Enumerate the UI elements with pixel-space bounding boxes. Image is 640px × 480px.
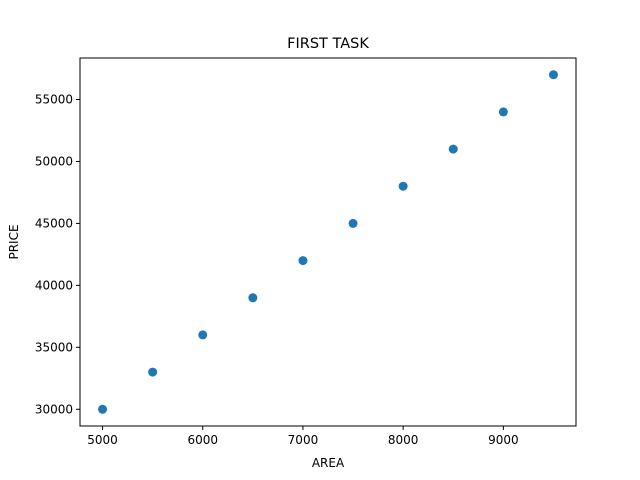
- x-tick-label: 8000: [388, 433, 419, 447]
- plot-frame: [79, 57, 577, 427]
- data-point: [248, 293, 258, 303]
- x-axis-label: AREA: [312, 456, 345, 470]
- data-points: [98, 70, 558, 414]
- y-tick-label: 40000: [35, 278, 73, 292]
- x-tick-label: 7000: [288, 433, 319, 447]
- y-tick-label: 45000: [35, 216, 73, 230]
- data-point: [148, 367, 158, 377]
- y-tick-label: 50000: [35, 154, 73, 168]
- x-axis-ticks: 5000 6000 7000 8000 9000: [87, 426, 519, 447]
- data-point: [448, 144, 458, 154]
- y-axis-label: PRICE: [7, 224, 21, 259]
- y-tick-label: 35000: [35, 340, 73, 354]
- y-axis-ticks: 30000 35000 40000 45000 50000 55000: [35, 93, 80, 416]
- y-tick-label: 30000: [35, 402, 73, 416]
- y-tick-label: 55000: [35, 93, 73, 107]
- data-point: [548, 70, 558, 80]
- data-point: [298, 256, 308, 266]
- x-tick-label: 5000: [87, 433, 118, 447]
- data-point: [398, 181, 408, 191]
- data-point: [498, 107, 508, 117]
- x-tick-label: 9000: [488, 433, 519, 447]
- chart-title: FIRST TASK: [287, 36, 369, 52]
- x-tick-label: 6000: [187, 433, 218, 447]
- data-point: [198, 330, 208, 340]
- data-point: [348, 218, 358, 228]
- data-point: [98, 404, 108, 414]
